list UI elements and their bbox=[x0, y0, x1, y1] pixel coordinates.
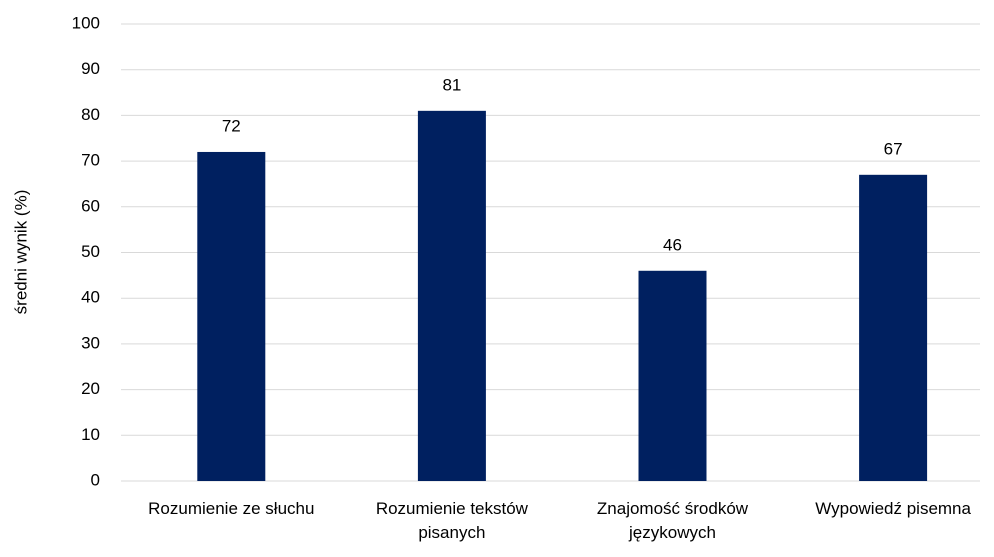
x-tick-label: Rozumienie ze słuchu bbox=[148, 499, 315, 518]
bar bbox=[638, 270, 707, 481]
y-tick-label: 90 bbox=[81, 59, 100, 78]
bar bbox=[417, 110, 486, 481]
y-tick-label: 10 bbox=[81, 425, 100, 444]
value-label: 67 bbox=[884, 139, 903, 158]
bar bbox=[197, 151, 266, 481]
y-axis-label: średni wynik (%) bbox=[11, 190, 30, 315]
value-label: 46 bbox=[663, 235, 682, 254]
value-label: 81 bbox=[442, 75, 461, 94]
y-tick-label: 100 bbox=[72, 13, 100, 32]
bar bbox=[859, 174, 928, 481]
y-tick-label: 50 bbox=[81, 242, 100, 261]
y-tick-label: 70 bbox=[81, 151, 100, 170]
value-label: 72 bbox=[222, 116, 241, 135]
y-tick-label: 30 bbox=[81, 333, 100, 352]
y-tick-label: 0 bbox=[91, 470, 100, 489]
x-tick-label: Znajomość środków językowych bbox=[596, 499, 749, 542]
y-tick-label: 20 bbox=[81, 379, 100, 398]
y-tick-label: 60 bbox=[81, 196, 100, 215]
x-tick-label: Rozumienie tekstów pisanych bbox=[375, 499, 528, 542]
y-tick-label: 80 bbox=[81, 105, 100, 124]
y-tick-label: 40 bbox=[81, 288, 100, 307]
x-tick-label: Wypowiedź pisemna bbox=[815, 499, 971, 518]
